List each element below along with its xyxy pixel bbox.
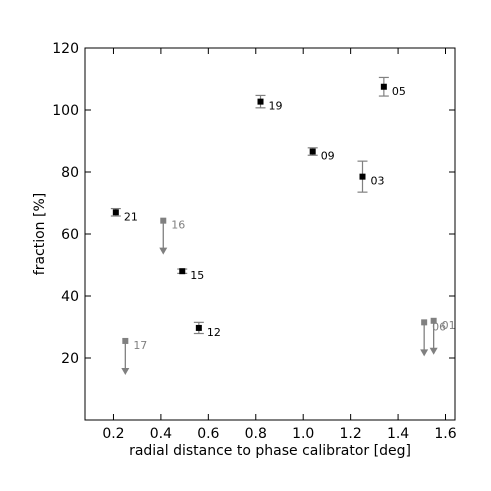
data-point-03: 03: [357, 160, 385, 193]
data-point-19: 19: [255, 94, 283, 113]
upper-limit-arrow-head: [420, 349, 429, 357]
data-point-05: 05: [378, 76, 406, 98]
axis-ticks: 0.2 0.4 0.6 0.8 1.0 1.2 1.4 1.6 20 40 60 80 100 120: [52, 41, 456, 442]
point-label: 09: [321, 150, 335, 163]
data-point-01: 01: [429, 317, 456, 355]
y-axis-label: fraction [%]: [32, 193, 48, 275]
x-tick-label: 0.4: [150, 426, 172, 442]
point-marker: [309, 148, 316, 155]
point-label: 12: [207, 326, 221, 339]
y-tick-label: 40: [61, 289, 79, 305]
data-point-06: 06: [420, 319, 446, 357]
x-tick-label: 0.8: [245, 426, 267, 442]
x-tick-label: 1.2: [340, 426, 362, 442]
point-label: 01: [442, 319, 456, 332]
point-marker: [380, 83, 387, 90]
data-point-17: 17: [121, 337, 147, 375]
point-label: 17: [133, 339, 147, 352]
point-marker: [179, 268, 186, 275]
upper-limit-arrow-head: [121, 367, 130, 375]
point-marker: [112, 209, 119, 216]
point-marker: [421, 319, 428, 326]
point-label: 21: [124, 210, 138, 223]
x-tick-label: 1.4: [387, 426, 409, 442]
point-marker: [122, 337, 129, 344]
y-tick-label: 120: [52, 41, 79, 57]
x-tick-label: 1.6: [434, 426, 456, 442]
upper-limit-arrow-head: [429, 347, 438, 355]
point-label: 19: [269, 100, 283, 113]
y-tick-label: 100: [52, 103, 79, 119]
x-tick-label: 1.0: [292, 426, 314, 442]
point-marker: [430, 317, 437, 324]
point-marker: [257, 98, 264, 105]
point-marker: [359, 173, 366, 180]
data-point-16: 16: [159, 217, 185, 255]
point-label: 05: [392, 85, 406, 98]
upper-limit-arrow-head: [159, 247, 168, 255]
y-tick-label: 60: [61, 227, 79, 243]
x-tick-label: 0.6: [197, 426, 219, 442]
data-point-09: 09: [307, 147, 335, 163]
y-tick-label: 80: [61, 165, 79, 181]
x-axis-label: radial distance to phase calibrator [deg…: [129, 443, 411, 459]
point-label: 16: [171, 219, 185, 232]
point-label: 15: [190, 269, 204, 282]
point-label: 03: [371, 175, 385, 188]
x-tick-label: 0.2: [102, 426, 124, 442]
data-point-21: 21: [110, 207, 138, 223]
point-marker: [160, 217, 167, 224]
data-point-12: 12: [193, 321, 221, 339]
y-tick-label: 20: [61, 351, 79, 367]
data-point-15: 15: [177, 268, 204, 282]
point-marker: [195, 324, 202, 331]
